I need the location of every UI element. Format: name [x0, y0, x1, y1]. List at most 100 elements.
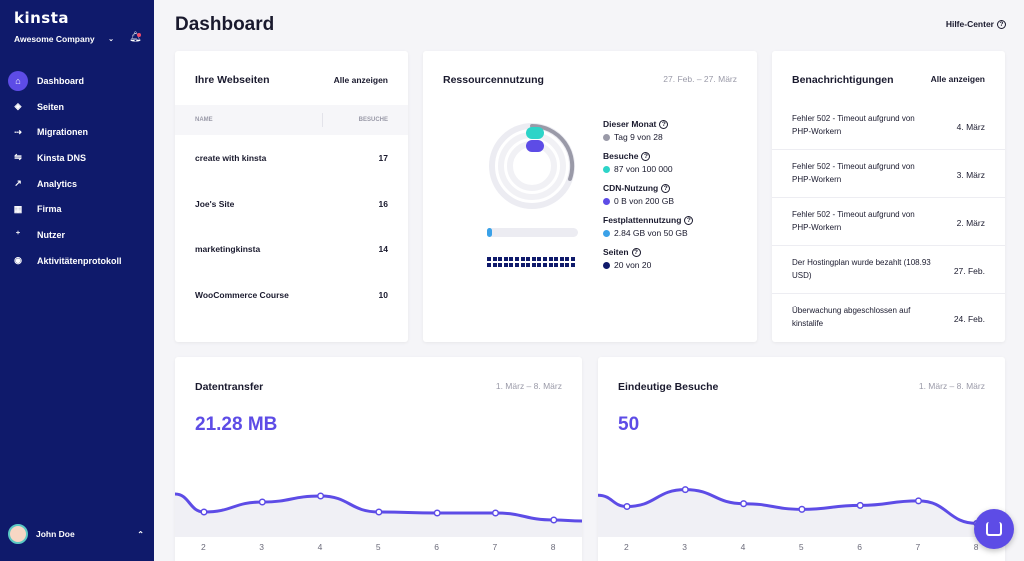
column-name-header[interactable]: NAME	[195, 117, 213, 123]
notification-row[interactable]: Der Hostingplan wurde bezahlt (108.93 US…	[772, 246, 1005, 294]
ring-cdn-progress	[526, 140, 544, 152]
kinsta-logo[interactable]: kinsta	[14, 9, 70, 27]
notification-text: Fehler 502 - Timeout aufgrund von PHP-Wo…	[792, 114, 915, 136]
data-transfer-date-range: 1. März – 8. März	[495, 381, 562, 391]
chart-point[interactable]	[317, 492, 325, 500]
help-icon: ?	[997, 19, 1006, 29]
column-visits-header[interactable]: BESUCHE	[358, 117, 388, 123]
sidebar-item-seiten[interactable]: ◈ Seiten	[8, 94, 148, 120]
sidebar-item-aktivitätenprotokoll[interactable]: ◉ Aktivitätenprotokoll	[8, 248, 148, 274]
site-visits: 10	[378, 289, 388, 300]
notification-date: 3. März	[956, 170, 985, 180]
chart-point[interactable]	[798, 505, 806, 513]
notification-row[interactable]: Überwachung abgeschlossen auf kinstalife…	[772, 294, 1005, 342]
notification-row[interactable]: Fehler 502 - Timeout aufgrund von PHP-Wo…	[772, 102, 1005, 150]
info-icon[interactable]: ?	[659, 119, 669, 129]
site-usage-block	[520, 257, 525, 261]
sidebar-item-label: Analytics	[37, 178, 78, 189]
sidebar-item-nutzer[interactable]: ⁺ Nutzer	[8, 222, 148, 248]
resource-color-dot	[603, 197, 610, 205]
site-name[interactable]: marketingkinsta	[195, 244, 261, 254]
chart-point[interactable]	[740, 500, 748, 508]
x-tick-label: 2	[624, 542, 629, 552]
chart-point[interactable]	[856, 501, 864, 509]
x-tick-label: 6	[434, 542, 439, 552]
site-usage-block	[492, 257, 497, 261]
sidebar-item-label: Aktivitätenprotokoll	[37, 255, 122, 266]
site-usage-block	[571, 257, 575, 261]
page-title: Dashboard	[175, 14, 275, 35]
site-visits: 14	[378, 244, 388, 254]
unique-visits-title: Eindeutige Besuche	[618, 381, 719, 393]
chart-point[interactable]	[491, 509, 500, 517]
disk-usage-fill	[487, 228, 493, 237]
x-tick-label: 5	[798, 542, 804, 552]
site-usage-block	[487, 263, 491, 267]
site-name[interactable]: WooCommerce Course	[195, 289, 289, 300]
notifications-card: Benachrichtigungen Alle anzeigen Fehler …	[772, 51, 1005, 342]
site-usage-block	[531, 263, 536, 267]
websites-view-all-link[interactable]: Alle anzeigen	[333, 75, 388, 85]
info-icon[interactable]: ?	[684, 215, 694, 225]
sidebar-item-analytics[interactable]: ↗ Analytics	[8, 171, 148, 197]
resources-date-range: 27. Feb. – 27. März	[663, 74, 737, 84]
sidebar-item-kinsta-dns[interactable]: ⇋ Kinsta DNS	[8, 145, 148, 171]
user-menu[interactable]: John Doe ⌃	[8, 524, 148, 544]
layers-icon: ◈	[14, 101, 22, 112]
help-center-link[interactable]: Hilfe-Center ?	[946, 19, 1006, 29]
table-row[interactable]: create with kinsta 17	[175, 135, 408, 180]
chat-button[interactable]	[974, 509, 1014, 549]
sidebar-item-label: Seiten	[37, 101, 65, 112]
chart-point[interactable]	[433, 509, 441, 517]
table-row[interactable]: marketingkinsta 14	[175, 226, 408, 271]
chart-point[interactable]	[914, 497, 923, 505]
table-row[interactable]: WooCommerce Course 10	[175, 272, 408, 317]
ring-month-progress	[530, 123, 575, 181]
chat-icon	[986, 522, 1002, 536]
analytics-icon: ↗	[14, 178, 22, 189]
site-usage-block	[543, 263, 547, 267]
help-center-label: Hilfe-Center	[945, 19, 994, 29]
company-name: Awesome Company	[14, 34, 95, 44]
notification-date: 2. März	[956, 218, 985, 228]
notification-text: Der Hostingplan wurde bezahlt (108.93 US…	[792, 258, 931, 280]
resource-value: 2.84 GB von 50 GB	[614, 228, 688, 238]
notification-row[interactable]: Fehler 502 - Timeout aufgrund von PHP-Wo…	[772, 198, 1005, 246]
info-icon[interactable]: ?	[631, 247, 641, 257]
x-tick-label: 3	[682, 542, 688, 552]
info-icon[interactable]: ?	[641, 151, 651, 161]
sidebar-item-migrationen[interactable]: ⇢ Migrationen	[8, 119, 148, 145]
resource-label: Seiten	[603, 247, 629, 257]
resource-value: 20 von 20	[614, 260, 652, 270]
sidebar-item-firma[interactable]: ▦ Firma	[8, 196, 148, 222]
bell-icon[interactable]: 🔔︎	[129, 32, 142, 43]
chart-point[interactable]	[623, 502, 631, 511]
sidebar-item-dashboard[interactable]: ⌂ Dashboard	[8, 68, 148, 94]
x-tick-label: 7	[492, 542, 498, 552]
notification-text: Fehler 502 - Timeout aufgrund von PHP-Wo…	[792, 210, 915, 232]
site-usage-block	[492, 263, 497, 267]
company-switcher[interactable]: Awesome Company ⌄	[14, 34, 114, 44]
site-usage-block	[548, 263, 553, 267]
chart-point[interactable]	[258, 498, 266, 506]
table-row[interactable]: Joe's Site 16	[175, 181, 408, 226]
chart-point[interactable]	[375, 508, 383, 516]
sites-usage-blocks	[487, 257, 579, 271]
notification-row[interactable]: Fehler 502 - Timeout aufgrund von PHP-Wo…	[772, 150, 1005, 198]
site-usage-block	[571, 263, 575, 267]
site-name[interactable]: Joe's Site	[195, 198, 235, 209]
x-tick-label: 3	[259, 542, 265, 552]
notifications-view-all-link[interactable]: Alle anzeigen	[930, 74, 985, 84]
chart-point[interactable]	[200, 508, 208, 516]
info-icon[interactable]: ?	[661, 183, 671, 193]
sidebar-item-label: Kinsta DNS	[37, 152, 87, 163]
disk-usage-bar	[487, 228, 578, 237]
site-usage-block	[543, 257, 547, 261]
chart-point[interactable]	[550, 516, 558, 524]
resource-value: 0 B von 200 GB	[614, 196, 675, 206]
chart-point[interactable]	[681, 486, 689, 494]
notification-dot	[137, 33, 141, 37]
notification-date: 24. Feb.	[953, 314, 985, 324]
site-name[interactable]: create with kinsta	[195, 153, 267, 163]
sidebar-item-label: Dashboard	[37, 75, 85, 86]
